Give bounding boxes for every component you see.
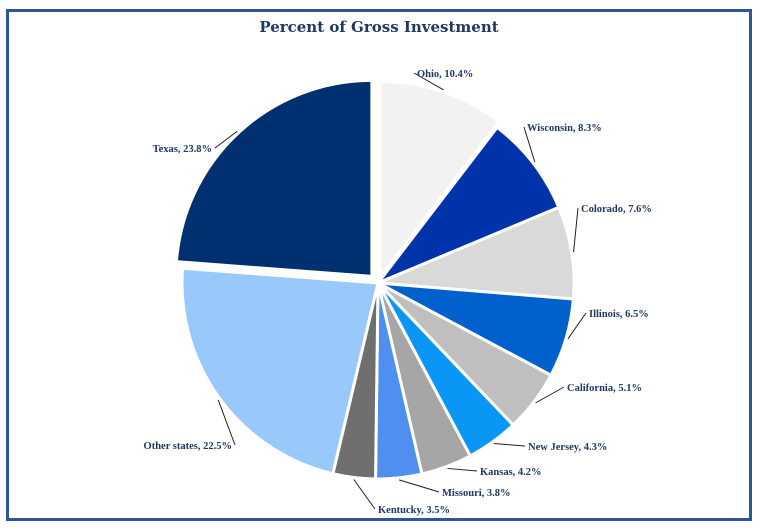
pie-slice-other-states xyxy=(180,266,380,476)
leader-line xyxy=(398,479,440,493)
data-label: Ohio, 10.4% xyxy=(417,69,473,80)
pie-slice-texas xyxy=(174,78,374,278)
chart-title: Percent of Gross Investment xyxy=(259,18,499,36)
pie-slice-colorado xyxy=(376,205,576,301)
data-label: Other states, 22.5% xyxy=(144,441,232,452)
leader-line xyxy=(567,312,587,340)
data-label: Wisconsin, 8.3% xyxy=(527,123,602,134)
pie-slice-ohio xyxy=(378,79,501,279)
leader-line xyxy=(493,443,526,447)
data-label: Kentucky, 3.5% xyxy=(378,505,450,516)
leader-line xyxy=(217,399,236,446)
leader-line xyxy=(413,72,444,91)
leader-line xyxy=(573,207,579,253)
data-label: New Jersey, 4.3% xyxy=(528,442,607,453)
pie-slice-wisconsin xyxy=(376,125,561,285)
data-label: California, 5.1% xyxy=(567,383,642,394)
data-label: Colorado, 7.6% xyxy=(581,204,652,215)
leader-line xyxy=(353,479,376,510)
leader-line xyxy=(214,130,238,149)
data-label: Missouri, 3.8% xyxy=(442,488,511,499)
leader-line xyxy=(523,126,536,163)
leader-line xyxy=(447,467,478,472)
data-label: Illinois, 6.5% xyxy=(589,309,649,320)
data-label: Texas, 23.8% xyxy=(153,144,212,155)
leader-line xyxy=(535,386,565,404)
data-label: Kansas, 4.2% xyxy=(480,467,542,478)
